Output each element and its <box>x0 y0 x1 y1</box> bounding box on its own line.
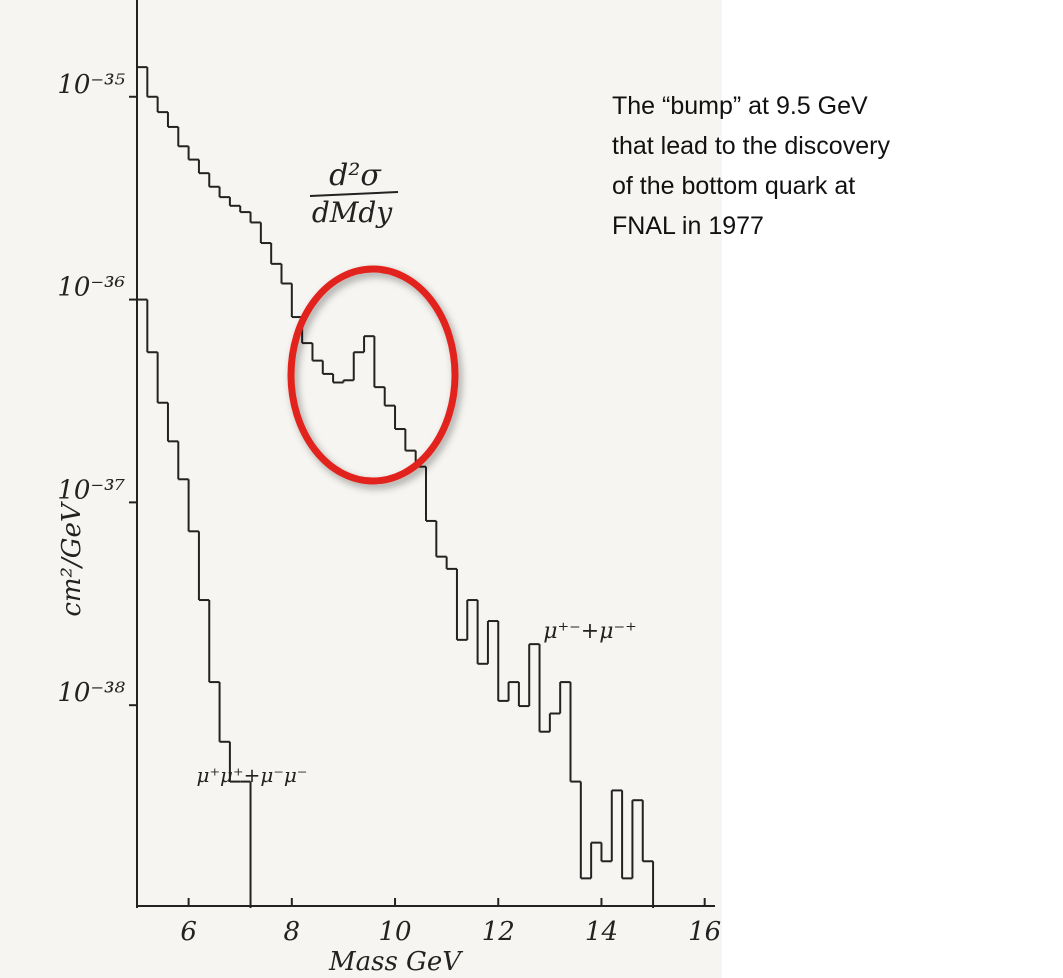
series-label: μ⁺⁻+μ⁻⁺ <box>543 619 636 644</box>
x-tick-label: 14 <box>585 917 618 947</box>
annotation-line: FNAL in 1977 <box>612 212 764 240</box>
highlight-ellipse <box>287 265 459 485</box>
series-label: μ⁺μ⁺+μ⁻μ⁻ <box>197 763 308 787</box>
y-tick-label: 10⁻³⁵ <box>57 70 125 100</box>
x-axis-label: Mass GeV <box>328 947 463 977</box>
x-tick-label: 16 <box>688 917 721 947</box>
x-tick-label: 10 <box>378 917 411 947</box>
y-tick-label: 10⁻³⁸ <box>57 678 125 708</box>
paper <box>0 0 722 978</box>
x-tick-label: 6 <box>180 917 197 947</box>
annotation-line: that lead to the discovery <box>612 132 890 160</box>
annotation-line: of the bottom quark at <box>612 172 855 200</box>
annotation-line: The “bump” at 9.5 GeV <box>612 92 868 120</box>
fraction-bar <box>309 191 399 197</box>
y-tick-label: 10⁻³⁷ <box>57 475 125 505</box>
y-tick-label: 10⁻³⁶ <box>57 273 125 303</box>
y-axis-label: cm²/GeV <box>57 501 87 617</box>
formula-denominator: dMdy <box>312 196 394 229</box>
formula-numerator: d²σ <box>329 158 382 193</box>
x-tick-label: 8 <box>284 917 301 947</box>
histograms <box>136 66 655 908</box>
x-tick-label: 12 <box>482 917 515 947</box>
